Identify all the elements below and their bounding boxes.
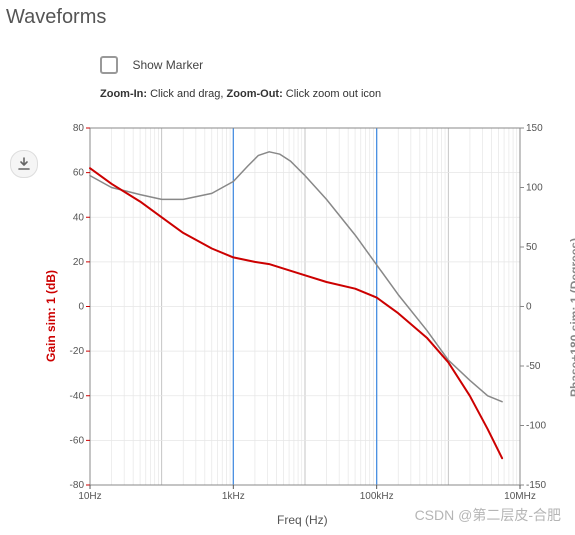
- svg-text:100: 100: [526, 183, 543, 194]
- svg-text:-60: -60: [70, 435, 85, 446]
- svg-text:10Hz: 10Hz: [78, 491, 101, 502]
- y-axis-right-label: Phase+180 sim: 1 (Degrees): [568, 237, 575, 396]
- svg-text:150: 150: [526, 123, 543, 134]
- zoom-out-text: Click zoom out icon: [283, 88, 381, 100]
- svg-text:0: 0: [526, 302, 532, 313]
- svg-text:20: 20: [73, 257, 85, 268]
- download-icon: [17, 157, 31, 171]
- svg-text:-40: -40: [70, 391, 85, 402]
- zoom-out-label: Zoom-Out:: [227, 88, 283, 100]
- svg-text:-150: -150: [526, 480, 546, 491]
- svg-text:0: 0: [78, 302, 84, 313]
- x-axis-label: Freq (Hz): [277, 513, 328, 527]
- svg-text:10MHz: 10MHz: [504, 491, 536, 502]
- waveform-chart: -80 -60 -40 -20 0 20 40 60 80 -150 -100 -50 0 50 100 15…: [40, 110, 570, 530]
- page-title: Waveforms: [6, 6, 106, 29]
- svg-text:-20: -20: [70, 346, 85, 357]
- svg-text:-100: -100: [526, 421, 546, 432]
- svg-text:1kHz: 1kHz: [222, 491, 245, 502]
- svg-text:-50: -50: [526, 361, 541, 372]
- zoom-help-text: Zoom-In: Click and drag, Zoom-Out: Click…: [100, 88, 381, 100]
- download-button[interactable]: [10, 150, 38, 178]
- zoom-in-text: Click and drag,: [147, 88, 226, 100]
- svg-text:40: 40: [73, 212, 85, 223]
- chart-svg: -80 -60 -40 -20 0 20 40 60 80 -150 -100 -50 0 50 100 15…: [40, 110, 570, 530]
- zoom-in-label: Zoom-In:: [100, 88, 147, 100]
- y-axis-left-label: Gain sim: 1 (dB): [44, 269, 58, 361]
- show-marker-checkbox[interactable]: [100, 56, 118, 74]
- svg-text:50: 50: [526, 242, 538, 253]
- show-marker-control: Show Marker: [100, 56, 203, 74]
- show-marker-label: Show Marker: [132, 58, 203, 72]
- svg-text:100kHz: 100kHz: [360, 491, 394, 502]
- svg-text:-80: -80: [70, 480, 85, 491]
- svg-text:60: 60: [73, 168, 85, 179]
- svg-text:80: 80: [73, 123, 85, 134]
